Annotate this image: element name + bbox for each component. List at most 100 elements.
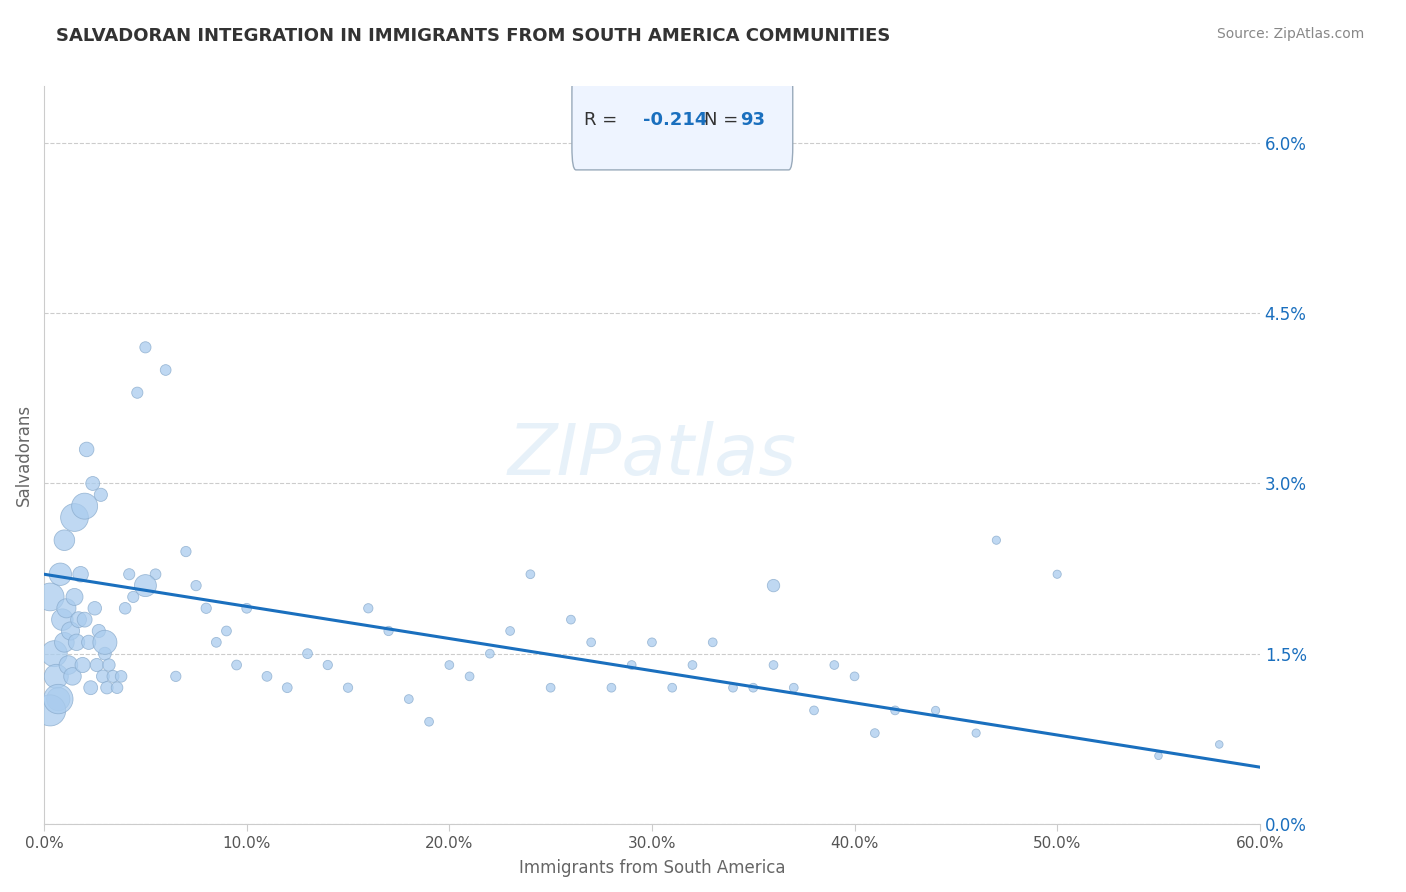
Point (53, 635, 76, 649)
Text: Source: ZipAtlas.com: Source: ZipAtlas.com (1216, 27, 1364, 41)
Point (165, 669, 187, 683)
Point (77, 635, 100, 649)
Point (145, 567, 167, 582)
Point (59, 624, 82, 638)
Point (499, 624, 522, 638)
Point (134, 578, 156, 592)
Point (377, 624, 399, 638)
Point (803, 703, 825, 717)
Point (579, 635, 602, 649)
Point (924, 703, 946, 717)
Point (46, 692, 69, 706)
Point (439, 658, 461, 673)
Point (205, 635, 228, 649)
Point (122, 590, 145, 604)
Point (45, 669, 67, 683)
Point (101, 669, 124, 683)
Point (215, 624, 238, 638)
Point (762, 578, 785, 592)
Point (661, 681, 683, 695)
Text: ZIPatlas: ZIPatlas (508, 421, 796, 490)
Point (560, 613, 582, 627)
Point (118, 567, 141, 582)
Point (884, 703, 907, 717)
Point (127, 385, 149, 400)
Point (51, 613, 73, 627)
Text: SALVADORAN INTEGRATION IN IMMIGRANTS FROM SOUTH AMERICA COMMUNITIES: SALVADORAN INTEGRATION IN IMMIGRANTS FRO… (56, 27, 890, 45)
Point (87, 624, 110, 638)
Y-axis label: Salvadorans: Salvadorans (15, 404, 32, 506)
Point (620, 658, 643, 673)
Text: 93: 93 (740, 111, 765, 128)
Point (823, 658, 845, 673)
Point (63, 510, 86, 524)
Point (1208, 738, 1230, 752)
Point (762, 658, 785, 673)
Point (195, 601, 218, 615)
Point (63, 590, 86, 604)
Point (44, 647, 66, 661)
Point (39, 703, 62, 717)
Point (67, 613, 90, 627)
Point (742, 681, 765, 695)
Point (276, 681, 298, 695)
Point (458, 669, 481, 683)
Point (110, 669, 132, 683)
Point (174, 544, 197, 558)
Point (225, 658, 247, 673)
Point (863, 726, 886, 740)
FancyBboxPatch shape (572, 70, 793, 169)
Point (600, 681, 623, 695)
Text: -0.214: -0.214 (643, 111, 707, 128)
Point (297, 647, 319, 661)
Point (965, 726, 987, 740)
Point (90, 488, 112, 502)
Point (69, 567, 91, 582)
Point (1147, 748, 1170, 763)
Point (986, 533, 1008, 548)
Point (134, 340, 156, 354)
Point (86, 658, 108, 673)
Point (39, 590, 62, 604)
Point (49, 567, 72, 582)
Point (58, 658, 80, 673)
Point (73, 613, 96, 627)
Point (82, 476, 104, 491)
Point (478, 647, 501, 661)
Point (94, 635, 117, 649)
Point (105, 681, 128, 695)
Point (357, 601, 380, 615)
Point (641, 635, 664, 649)
Point (235, 601, 257, 615)
Point (114, 601, 136, 615)
Point (83, 601, 105, 615)
Point (53, 533, 76, 548)
Text: N =: N = (703, 111, 744, 128)
Point (1046, 567, 1069, 582)
Point (46, 692, 69, 706)
Point (80, 681, 103, 695)
Point (91, 669, 114, 683)
Point (65, 635, 87, 649)
Point (702, 635, 724, 649)
Point (783, 681, 806, 695)
Point (73, 499, 96, 513)
X-axis label: Immigrants from South America: Immigrants from South America (519, 859, 785, 877)
Point (337, 681, 360, 695)
Point (55, 601, 77, 615)
Point (72, 658, 94, 673)
Point (844, 669, 866, 683)
Point (97, 658, 120, 673)
Point (155, 363, 177, 377)
Point (540, 681, 562, 695)
Point (519, 567, 541, 582)
Point (96, 681, 118, 695)
Point (418, 714, 440, 729)
Text: R =: R = (585, 111, 623, 128)
Point (398, 692, 420, 706)
Point (184, 578, 207, 592)
Point (76, 442, 98, 457)
Point (721, 681, 744, 695)
Point (94, 647, 117, 661)
Point (256, 669, 278, 683)
